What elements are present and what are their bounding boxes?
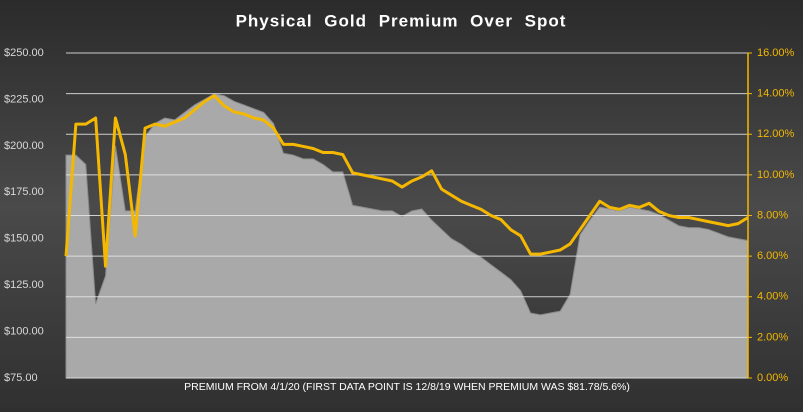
y-tick-label: $175.00 xyxy=(4,186,44,198)
y-tick-label: $250.00 xyxy=(4,47,44,59)
y-tick-label: $125.00 xyxy=(4,279,44,291)
y2-tick-label: 16.00% xyxy=(757,47,795,59)
x-axis-label: PREMIUM FROM 4/1/20 (FIRST DATA POINT IS… xyxy=(184,381,630,393)
y2-tick-label: 10.00% xyxy=(757,169,795,181)
y-tick-label: $200.00 xyxy=(4,140,44,152)
line xyxy=(64,94,749,268)
chart-title: Physical Gold Premium Over Spot xyxy=(236,11,567,30)
y-tick-label: $100.00 xyxy=(4,325,44,337)
y2-tick-label: 4.00% xyxy=(757,291,788,303)
y-tick-label: $225.00 xyxy=(4,93,44,105)
y2-tick-label: 14.00% xyxy=(757,88,795,100)
y-tick-label: $150.00 xyxy=(4,233,44,245)
y2-tick-label: 6.00% xyxy=(757,250,788,262)
y2-tick-label: 2.00% xyxy=(757,331,788,343)
y2-tick-label: 8.00% xyxy=(757,209,788,221)
y-tick-label: $75.00 xyxy=(4,372,38,384)
y2-tick-label: 12.00% xyxy=(757,128,795,140)
area xyxy=(65,93,749,379)
y2-tick-label: 0.00% xyxy=(757,372,788,384)
